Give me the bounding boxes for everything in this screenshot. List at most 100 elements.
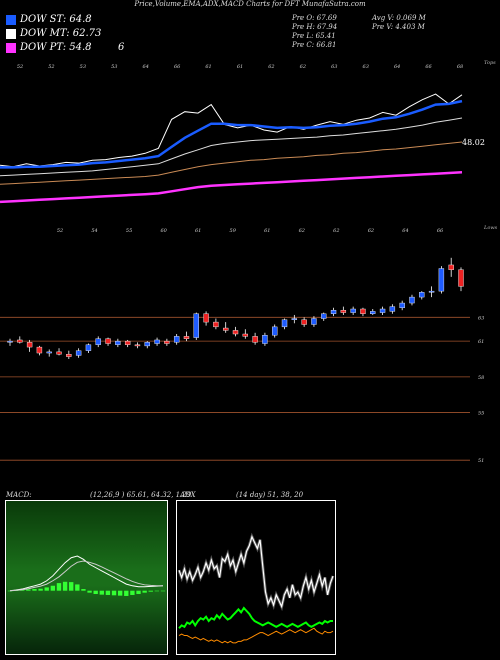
price-candle: [419, 292, 425, 298]
macd-histogram-bar: [136, 590, 141, 594]
price-candle: [379, 308, 386, 313]
ema-top-label: 53: [80, 64, 86, 70]
stat-prev-high: Pre H: 67.94: [292, 23, 338, 31]
price-top-label: 62: [368, 228, 374, 234]
ema-last-value-label: 48.02: [462, 138, 485, 147]
macd-chart: [5, 500, 168, 655]
price-top-label: 62: [299, 228, 305, 234]
macd-series-signal: [9, 560, 163, 592]
ema-top-label: 63: [331, 64, 337, 70]
legend-swatch-dow-pt: [6, 42, 16, 53]
price-candle: [56, 351, 62, 355]
ema-top-label: 52: [48, 64, 54, 70]
ema-top-label: 63: [363, 64, 369, 70]
macd-histogram-bar: [154, 590, 160, 592]
price-candle: [124, 340, 131, 345]
price-level-label: 58: [478, 375, 484, 381]
legend-extra: 6: [118, 42, 125, 53]
price-candle: [95, 338, 101, 345]
price-candle: [193, 313, 199, 338]
macd-histogram-bar: [81, 589, 86, 591]
price-top-label: 59: [230, 228, 237, 234]
price-top-label: 54: [91, 228, 97, 234]
ema-corner-label: Tops: [484, 60, 496, 66]
stat-prev-low: Pre L: 65.41: [292, 32, 336, 40]
adx-label: ADX: [180, 491, 196, 499]
price-candle: [46, 351, 52, 354]
price-candle: [222, 327, 229, 331]
ema-top-label: 66: [425, 64, 432, 70]
price-candle: [7, 340, 13, 343]
price-candle: [134, 344, 141, 347]
price-candle: [26, 342, 33, 348]
price-candle: [36, 346, 43, 354]
ema-top-label: 64: [394, 64, 400, 70]
legend-label-dow-mt: DOW MT: 62.73: [20, 28, 102, 39]
macd-histogram-bar: [148, 590, 153, 592]
legend-dow-mt: DOW MT: 62.73: [6, 28, 101, 39]
ema-top-label: 61: [237, 64, 243, 70]
macd-histogram-bar: [32, 589, 37, 591]
macd-histogram-bar: [93, 590, 98, 594]
price-candle: [115, 340, 121, 345]
macd-histogram-bar: [142, 590, 147, 593]
ema-series-dow-pt: [0, 171, 463, 204]
price-candle: [105, 338, 111, 344]
price-top-label: 61: [195, 228, 201, 234]
chart-title: Price,Volume,EMA,ADX,MACD Charts for DFT…: [134, 0, 366, 8]
ema-series-price: [0, 93, 463, 168]
price-candle: [340, 309, 347, 313]
price-top-label: 60: [160, 228, 167, 234]
ema-series-ema-long: [0, 141, 463, 185]
macd-histogram-bar: [124, 590, 129, 596]
price-candle: [281, 319, 288, 328]
legend-dow-pt: DOW PT: 54.8: [6, 42, 92, 53]
macd-histogram-bar: [69, 582, 74, 591]
stat-prev-volume: Pre V: 4.403 M: [372, 23, 425, 31]
legend-label-dow-st: DOW ST: 64.8: [20, 14, 92, 25]
price-candle: [399, 302, 405, 309]
price-candle: [203, 313, 209, 323]
ema-top-label: 66: [174, 64, 181, 70]
macd-histogram-bar: [7, 590, 13, 592]
price-candle: [173, 336, 180, 343]
price-level-label: 55: [478, 411, 484, 417]
ema-chart: 52 52 53 53 64 66 61 61 62 62 63 63 64 66 68 Tops 48.0…: [0, 60, 496, 204]
price-candle: [213, 321, 219, 328]
price-level-label: 61: [478, 339, 484, 345]
price-candle: [458, 269, 464, 287]
adx-series-plus-di: [178, 606, 333, 629]
ema-top-label: 53: [111, 64, 117, 70]
macd-histogram-bar: [50, 585, 56, 591]
adx-series-minus-di: [178, 627, 334, 644]
price-candle: [75, 350, 82, 356]
price-corner-label: Lows: [483, 225, 498, 231]
adx-series-adx: [178, 535, 334, 609]
price-candle: [301, 319, 307, 325]
stat-prev-open: Pre O: 67.69: [292, 14, 337, 22]
price-candle: [85, 344, 92, 351]
macd-histogram-bar: [105, 590, 111, 595]
price-candle: [17, 339, 23, 343]
ema-top-label: 62: [268, 64, 274, 70]
price-candle: [360, 308, 366, 314]
legend-swatch-dow-mt: [6, 28, 16, 39]
macd-histogram-bar: [62, 581, 68, 591]
price-candle: [311, 318, 317, 325]
ema-top-label: 52: [17, 64, 23, 70]
price-candle: [144, 342, 150, 347]
price-top-label: 66: [437, 228, 444, 234]
macd-label: MACD:: [6, 491, 32, 499]
price-candle: [272, 326, 278, 336]
price-candle: [232, 330, 239, 335]
macd-histogram-bar: [87, 590, 92, 593]
macd-histogram-bar: [56, 583, 62, 591]
price-candle: [183, 336, 190, 339]
legend-label-dow-pt: DOW PT: 54.8: [20, 42, 92, 53]
price-candle: [164, 340, 170, 344]
adx-values-label: (14 day) 51, 38, 20: [236, 491, 304, 499]
macd-histogram-bar: [75, 584, 80, 591]
adx-background: [177, 501, 335, 654]
macd-histogram-bar: [26, 589, 31, 591]
macd-background: [6, 501, 167, 654]
